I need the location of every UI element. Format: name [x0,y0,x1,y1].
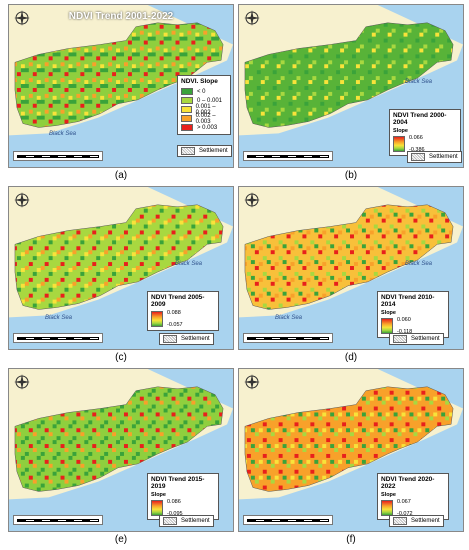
map-panel-b: Black Sea NDVI Trend 2000-2004 Slope 0.0… [238,4,464,168]
scale-bar [243,151,333,161]
caption-c: (c) [115,352,127,363]
legend-title: NDVI. Slope [181,78,218,85]
sea-label-2: Black Sea [275,315,303,321]
hatch-icon [163,335,177,343]
north-arrow-icon [243,373,261,391]
north-arrow-icon [243,191,261,209]
hatch-icon [393,335,407,343]
legend-class-3: 0.002 – 0.003 [181,113,227,125]
settlement-legend: Settlement [159,515,214,527]
scale-bar [13,515,103,525]
legend-title: NDVI Trend 2020-2022 [381,476,435,490]
north-arrow-icon [13,191,31,209]
north-arrow-icon [13,9,31,27]
north-arrow-icon [243,9,261,27]
color-ramp [393,136,405,152]
north-arrow-icon [13,373,31,391]
color-ramp [151,500,163,516]
legend-title: NDVI Trend 2000-2004 [393,112,447,126]
scale-bar [243,333,333,343]
caption-f: (f) [346,534,356,545]
map-panel-f: NDVI Trend 2020-2022 Slope 0.067 -0.072 S… [238,368,464,532]
sea-label: Black Sea [405,261,433,267]
legend-class-1: 0 – 0.001 [181,96,227,105]
map-panel-a: NDVI Trend 2001-2022 NDVI. Slope < 0 0 –… [8,4,234,168]
legend-title: NDVI Trend 2010-2014 [381,294,435,308]
legend: NDVI Trend 2015-2019 Slope 0.086 -0.095 [147,473,219,520]
settlement-legend: Settlement [177,145,232,157]
legend-title: NDVI Trend 2015-2019 [151,476,205,490]
settlement-legend: Settlement [389,515,444,527]
sea-label: Black Sea [49,131,77,137]
sea-label: Black Sea [405,79,433,85]
scale-bar [243,515,333,525]
scale-bar [13,151,103,161]
map-panel-c: Black Sea Black Sea NDVI Trend 2005-2009… [8,186,234,350]
legend-title: NDVI Trend 2005-2009 [151,294,205,308]
legend-class-4: > 0.003 [181,123,227,132]
scale-bar [13,333,103,343]
legend: NDVI Trend 2020-2022 Slope 0.067 -0.072 [377,473,449,520]
sea-label-2: Black Sea [45,315,73,321]
map-panel-d: Black Sea Black Sea NDVI Trend 2010-2014… [238,186,464,350]
map-panel-e: NDVI Trend 2015-2019 Slope 0.086 -0.095 S… [8,368,234,532]
settlement-legend: Settlement [389,333,444,345]
color-ramp [151,311,163,327]
caption-a: (a) [114,170,128,181]
color-ramp [381,318,393,334]
settlement-legend: Settlement [407,151,462,163]
sea-label: Black Sea [175,261,203,267]
hatch-icon [163,517,177,525]
caption-e: (e) [114,534,128,545]
legend-class-0: < 0 [181,87,227,96]
legend: NDVI Trend 2000-2004 Slope 0.066 -0.386 [389,109,461,156]
hatch-icon [411,153,425,161]
legend: NDVI Trend 2005-2009 0.088 -0.057 [147,291,219,331]
hatch-icon [393,517,407,525]
legend: NDVI Trend 2010-2014 Slope 0.060 -0.118 [377,291,449,338]
settlement-legend: Settlement [159,333,214,345]
caption-d: (d) [344,352,358,363]
caption-b: (b) [344,170,358,181]
color-ramp [381,500,393,516]
legend: NDVI. Slope < 0 0 – 0.001 0.001 – 0.002 … [177,75,231,135]
hatch-icon [181,147,195,155]
legend-class-2: 0.001 – 0.002 [181,104,227,116]
map-title: NDVI Trend 2001-2022 [68,11,174,22]
